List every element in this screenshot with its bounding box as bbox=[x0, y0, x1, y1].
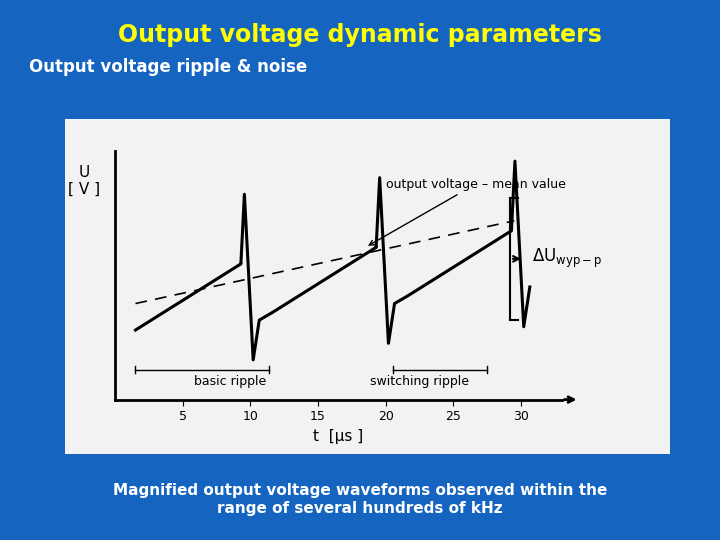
Text: Magnified output voltage waveforms observed within the
range of several hundreds: Magnified output voltage waveforms obser… bbox=[113, 483, 607, 516]
Text: Output voltage ripple & noise: Output voltage ripple & noise bbox=[29, 58, 307, 77]
Text: Output voltage dynamic parameters: Output voltage dynamic parameters bbox=[118, 23, 602, 47]
Text: $\Delta$U$_{\mathregular{wyp-p}}$: $\Delta$U$_{\mathregular{wyp-p}}$ bbox=[532, 247, 603, 271]
Text: basic ripple: basic ripple bbox=[194, 375, 266, 388]
Y-axis label: U
[ V ]: U [ V ] bbox=[68, 165, 100, 197]
Text: switching ripple: switching ripple bbox=[370, 375, 469, 388]
Text: output voltage – mean value: output voltage – mean value bbox=[369, 178, 566, 245]
X-axis label: t  [μs ]: t [μs ] bbox=[313, 429, 364, 443]
